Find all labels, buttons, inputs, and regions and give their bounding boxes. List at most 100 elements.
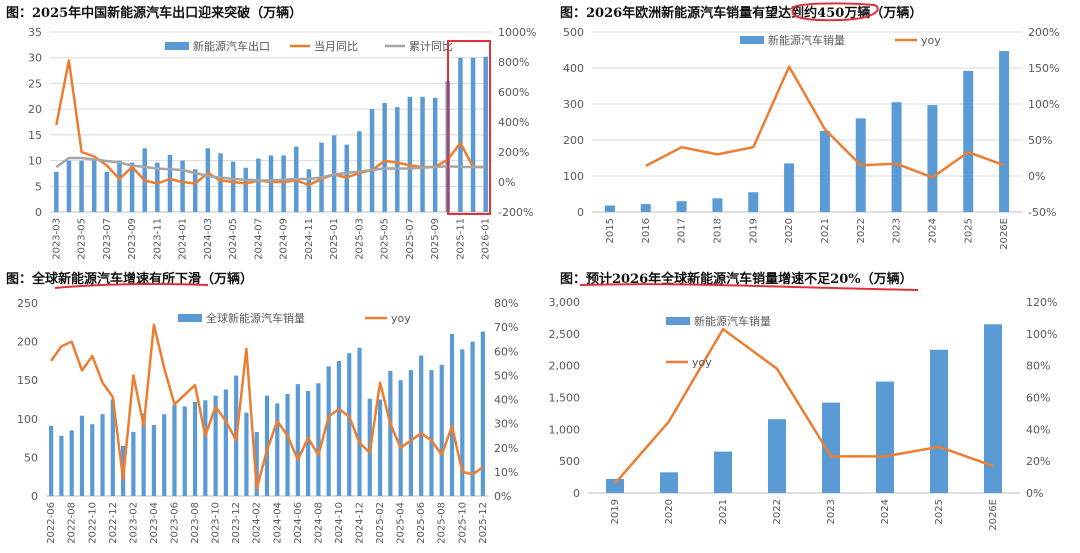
legend-label: 新能源汽车出口 bbox=[193, 39, 270, 53]
x-tick-label: 2020 bbox=[664, 499, 675, 524]
right-tick-label: 80% bbox=[1026, 360, 1050, 373]
bar bbox=[432, 97, 438, 212]
left-tick-label: 500 bbox=[563, 26, 584, 39]
x-tick-label: 2022 bbox=[772, 499, 783, 524]
bar bbox=[458, 57, 463, 212]
left-tick-label: 2,500 bbox=[549, 328, 581, 341]
x-tick-label: 2021 bbox=[718, 499, 729, 524]
right-tick-label: 60% bbox=[494, 345, 518, 358]
bar bbox=[357, 347, 362, 496]
x-tick-label: 2023 bbox=[892, 218, 903, 243]
bar bbox=[606, 478, 624, 493]
x-tick-label: 2024-11 bbox=[304, 218, 315, 260]
x-tick-label: 2025-10 bbox=[457, 502, 468, 544]
bar bbox=[822, 402, 840, 493]
bar bbox=[218, 153, 223, 212]
left-tick-label: 25 bbox=[28, 77, 42, 90]
bar bbox=[470, 341, 475, 496]
x-tick-label: 2026E bbox=[999, 218, 1010, 250]
left-tick-label: 35 bbox=[28, 26, 42, 39]
left-tick-label: 15 bbox=[28, 129, 42, 142]
bar bbox=[117, 160, 122, 212]
bar bbox=[172, 404, 177, 496]
left-tick-label: 3,000 bbox=[549, 296, 581, 309]
left-tick-label: 30 bbox=[28, 52, 42, 65]
bar bbox=[129, 162, 135, 212]
x-tick-label: 2023-08 bbox=[190, 502, 201, 544]
x-tick-label: 2022-06 bbox=[46, 502, 57, 544]
chart-title: 图：预计2026年全球新能源汽车销量增速不足20%（万辆） bbox=[560, 272, 913, 287]
bar bbox=[377, 399, 383, 496]
right-tick-label: 100% bbox=[1028, 98, 1059, 111]
right-tick-label: 60% bbox=[1026, 392, 1050, 405]
x-tick-label: 2023-10 bbox=[211, 502, 222, 544]
legend-swatch bbox=[165, 42, 189, 50]
bar bbox=[480, 331, 485, 496]
bar bbox=[162, 414, 167, 496]
bar bbox=[192, 401, 198, 496]
bar bbox=[439, 364, 444, 496]
bar bbox=[408, 370, 414, 496]
x-tick-label: 2022-10 bbox=[87, 502, 98, 544]
x-tick-label: 2019 bbox=[610, 499, 621, 524]
right-tick-label: 800% bbox=[498, 56, 529, 69]
bar bbox=[891, 102, 902, 212]
right-tick-label: 200% bbox=[498, 146, 529, 159]
x-tick-label: 2024-03 bbox=[203, 218, 214, 260]
bar bbox=[275, 403, 280, 496]
right-tick-label: 1000% bbox=[498, 26, 536, 39]
x-tick-label: 2024-04 bbox=[272, 502, 283, 544]
series-line bbox=[55, 59, 486, 187]
legend-swatch bbox=[740, 36, 764, 44]
bar bbox=[712, 198, 723, 212]
bar bbox=[819, 131, 830, 212]
bar bbox=[281, 155, 286, 212]
bar bbox=[429, 370, 434, 496]
bar bbox=[460, 349, 465, 496]
bar bbox=[244, 412, 249, 496]
x-tick-label: 2022-08 bbox=[67, 502, 78, 544]
bar bbox=[660, 472, 678, 493]
left-tick-label: 5 bbox=[35, 180, 42, 193]
bar bbox=[180, 160, 185, 212]
chart-title: 图：全球新能源汽车增速有所下滑（万辆） bbox=[6, 272, 254, 287]
right-tick-label: 40% bbox=[494, 394, 518, 407]
right-tick-label: 40% bbox=[1026, 423, 1050, 436]
right-tick-label: -50% bbox=[1028, 206, 1056, 219]
bar bbox=[256, 158, 261, 212]
bar bbox=[483, 56, 488, 212]
legend-label: 累计同比 bbox=[409, 40, 453, 53]
x-tick-label: 2023-02 bbox=[128, 502, 139, 544]
chart-europe-sales: 0 100 200 300 400 500 -50% 0% 50% 100% 150% 200% 201… bbox=[563, 26, 1059, 250]
right-tick-label: 20% bbox=[494, 442, 518, 455]
x-tick-label: 2024-07 bbox=[253, 218, 264, 260]
bar bbox=[347, 353, 352, 496]
left-tick-label: 0 bbox=[31, 490, 38, 503]
legend-swatch bbox=[178, 314, 202, 322]
bar bbox=[223, 389, 228, 496]
bar bbox=[59, 435, 64, 496]
right-tick-label: 0% bbox=[1028, 170, 1045, 183]
bar bbox=[100, 414, 105, 496]
bar bbox=[151, 424, 157, 496]
legend-label: yoy bbox=[692, 356, 712, 369]
right-tick-label: 400% bbox=[498, 116, 529, 129]
left-tick-label: 200 bbox=[17, 336, 38, 349]
hand-underline-annotation bbox=[579, 283, 919, 291]
bar bbox=[640, 204, 651, 212]
x-tick-label: 2024-08 bbox=[313, 502, 324, 544]
left-tick-label: 10 bbox=[28, 155, 42, 168]
x-tick-label: 2017 bbox=[677, 218, 688, 243]
bar bbox=[676, 201, 687, 212]
right-tick-label: 50% bbox=[494, 369, 518, 382]
left-tick-label: 0 bbox=[577, 206, 584, 219]
x-tick-label: 2025-06 bbox=[416, 502, 427, 544]
left-tick-label: 0 bbox=[35, 206, 42, 219]
panel-europe-sales: 图：2026年欧洲新能源汽车销量有望达到约450万辆（万辆） 0 100 200 30… bbox=[540, 0, 1080, 270]
x-tick-label: 2025-03 bbox=[354, 218, 365, 260]
right-tick-label: 600% bbox=[498, 86, 529, 99]
chart-title: 图：2025年中国新能源汽车出口迎来突破（万辆） bbox=[6, 6, 303, 21]
bar bbox=[316, 383, 321, 496]
x-tick-label: 2024-05 bbox=[228, 218, 239, 260]
bar bbox=[155, 162, 160, 212]
